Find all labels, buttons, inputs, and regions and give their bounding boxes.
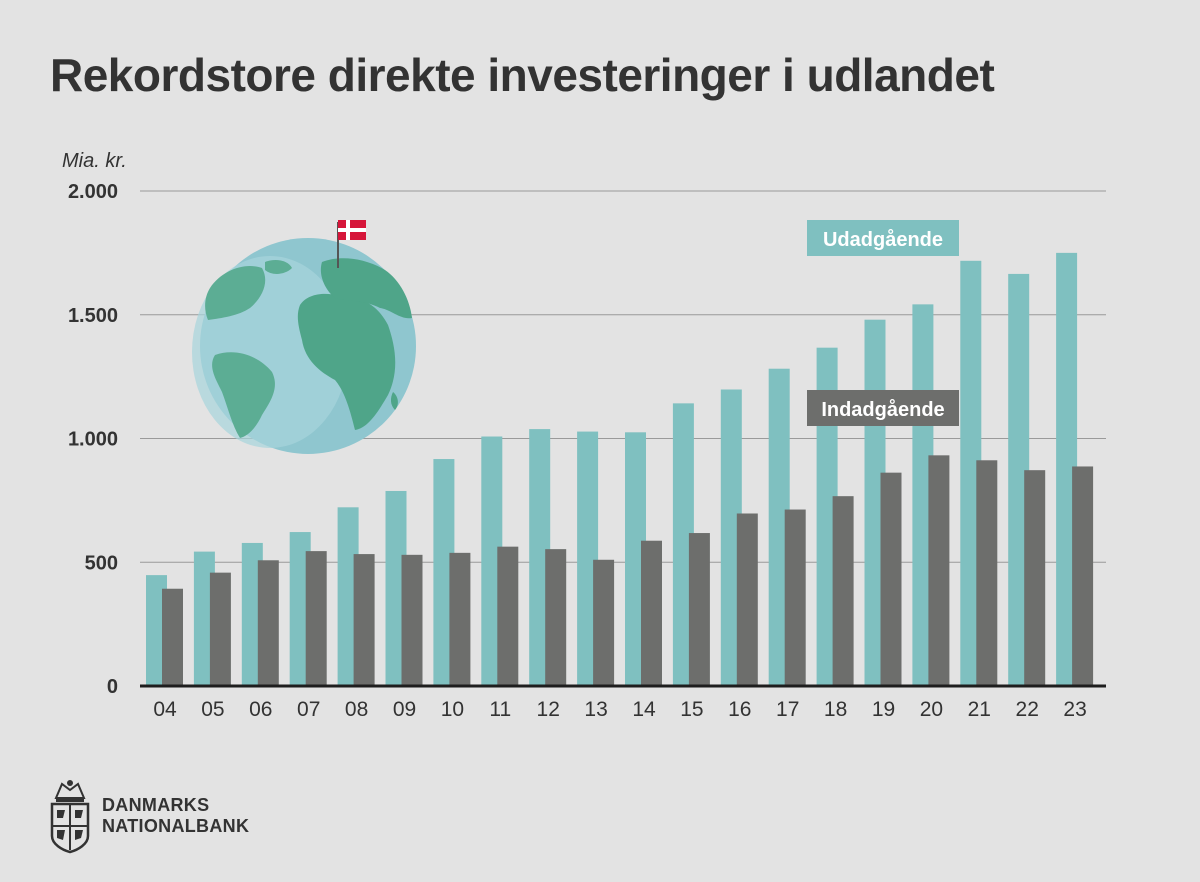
bar-udadgaende (529, 429, 551, 686)
x-tick-label: 17 (776, 698, 799, 721)
bar-indadgaende (305, 551, 327, 686)
bar-udadgaende (960, 260, 982, 686)
bar-indadgaende (257, 560, 279, 686)
bars (146, 252, 1094, 686)
bar-indadgaende (545, 549, 567, 686)
y-tick-label: 1.000 (68, 429, 118, 451)
y-tick-label: 0 (107, 676, 118, 698)
bar-indadgaende (401, 554, 423, 686)
chart-title: Rekordstore direkte investeringer i udla… (50, 49, 995, 101)
bar-udadgaende (241, 542, 263, 686)
x-tick-label: 13 (584, 698, 607, 721)
bar-udadgaende (193, 551, 215, 686)
legend-indadgaende: Indadgående (807, 390, 959, 426)
bar-indadgaende (353, 554, 375, 686)
bar-udadgaende (385, 490, 407, 686)
bar-indadgaende (497, 546, 519, 686)
bar-udadgaende (720, 389, 742, 686)
bar-indadgaende (736, 513, 758, 686)
bar-udadgaende (577, 431, 599, 686)
x-tick-label: 10 (441, 698, 464, 721)
x-tick-label: 23 (1063, 698, 1086, 721)
bar-udadgaende (337, 507, 359, 686)
y-tick-label: 2.000 (68, 181, 118, 203)
legend-indadgaende-label: Indadgående (821, 398, 944, 421)
x-tick-label: 12 (537, 698, 560, 721)
x-tick-label: 16 (728, 698, 751, 721)
bar-udadgaende (289, 532, 311, 686)
bar-indadgaende (880, 472, 902, 686)
bar-indadgaende (449, 552, 471, 686)
bar-indadgaende (209, 572, 231, 686)
x-tick-label: 04 (153, 698, 177, 721)
x-tick-labels: 04 05 06 07 08 09 10 11 12 13 14 15 16 17 18 19 20 21 22 23 (153, 698, 1086, 721)
bar-udadgaende (768, 368, 790, 686)
x-tick-label: 15 (680, 698, 703, 721)
x-tick-label: 05 (201, 698, 224, 721)
x-tick-label: 11 (489, 698, 511, 721)
crest-icon (50, 780, 90, 854)
bar-indadgaende (162, 588, 183, 686)
bar-indadgaende (641, 540, 662, 686)
x-tick-label: 14 (632, 698, 656, 721)
nationalbank-logo: DANMARKS NATIONALBANK (48, 778, 249, 854)
y-axis-label: Mia. kr. (62, 150, 127, 172)
bar-udadgaende (481, 436, 503, 686)
bar-udadgaende (433, 459, 455, 686)
x-tick-label: 21 (968, 698, 991, 721)
x-tick-label: 18 (824, 698, 847, 721)
bar-indadgaende (832, 496, 854, 686)
legend-udadgaende: Udadgående (807, 220, 959, 256)
bar-indadgaende (593, 559, 615, 686)
logo-line2: NATIONALBANK (102, 816, 250, 836)
x-tick-label: 22 (1016, 698, 1039, 721)
bar-udadgaende (1056, 252, 1078, 686)
y-tick-label: 500 (85, 552, 118, 574)
x-tick-label: 20 (920, 698, 943, 721)
y-tick-labels: 0 500 1.000 1.500 2.000 (68, 181, 118, 698)
logo-line1: DANMARKS (102, 795, 210, 815)
bar-indadgaende (784, 509, 806, 686)
bar-udadgaende (146, 575, 167, 686)
y-tick-label: 1.500 (68, 305, 118, 327)
x-tick-label: 07 (297, 698, 320, 721)
legend-udadgaende-label: Udadgående (823, 228, 943, 251)
x-tick-label: 19 (872, 698, 895, 721)
x-tick-label: 08 (345, 698, 368, 721)
bar-udadgaende (1008, 273, 1030, 686)
globe-illustration (192, 220, 416, 454)
bar-indadgaende (688, 533, 710, 686)
bar-indadgaende (928, 455, 950, 686)
bar-indadgaende (1024, 470, 1046, 686)
bar-udadgaende (672, 403, 694, 686)
bar-indadgaende (1072, 466, 1094, 686)
x-tick-label: 09 (393, 698, 416, 721)
bar-indadgaende (976, 460, 998, 686)
x-tick-label: 06 (249, 698, 272, 721)
bar-udadgaende (816, 347, 838, 686)
bar-udadgaende (625, 432, 646, 686)
